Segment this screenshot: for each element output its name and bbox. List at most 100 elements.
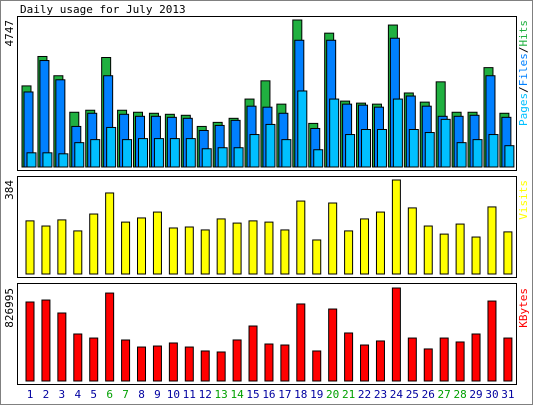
bar — [264, 343, 274, 382]
x-tick-label: 31 — [501, 388, 514, 401]
bar — [89, 337, 99, 382]
bar — [121, 339, 131, 382]
bar — [138, 138, 149, 168]
x-tick-label: 7 — [122, 388, 129, 401]
bar — [455, 223, 465, 275]
x-tick-label: 4 — [74, 388, 81, 401]
bar — [297, 90, 308, 168]
bar — [217, 147, 228, 168]
legend: KBytes — [517, 288, 530, 328]
legend: Visits — [517, 180, 530, 220]
x-tick-label: 28 — [453, 388, 466, 401]
bar — [488, 134, 499, 168]
bar — [25, 301, 35, 382]
bar — [361, 128, 372, 168]
bar — [41, 299, 51, 382]
bar — [264, 221, 274, 275]
bar — [168, 227, 178, 275]
bar — [503, 231, 513, 275]
bar — [137, 346, 147, 382]
x-tick-label: 22 — [358, 388, 371, 401]
x-tick-label: 18 — [294, 388, 307, 401]
y-tick-label: 4747 — [3, 20, 16, 47]
x-tick-label: 27 — [438, 388, 451, 401]
x-tick-label: 23 — [374, 388, 387, 401]
bar — [375, 211, 385, 275]
bar — [152, 345, 162, 382]
x-tick-label: 3 — [59, 388, 66, 401]
legend-entry: KBytes — [517, 288, 530, 328]
bar — [407, 337, 417, 382]
x-tick-label: 9 — [154, 388, 161, 401]
bar — [503, 337, 513, 382]
bar — [328, 202, 338, 275]
bar — [423, 225, 433, 275]
bar — [408, 128, 419, 168]
bar — [439, 337, 449, 382]
x-tick-label: 24 — [390, 388, 404, 401]
bar — [248, 220, 258, 275]
bar — [296, 303, 306, 382]
x-tick-label: 21 — [342, 388, 355, 401]
bar — [121, 221, 131, 275]
bar — [57, 312, 67, 382]
bar — [168, 342, 178, 382]
legend-separator: / — [517, 47, 530, 54]
bar — [201, 148, 212, 168]
bar — [216, 351, 226, 382]
bar — [90, 139, 101, 168]
bar — [152, 211, 162, 275]
bar — [360, 344, 370, 382]
x-tick-label: 1 — [27, 388, 34, 401]
bar — [200, 350, 210, 382]
bar — [376, 128, 387, 168]
x-tick-label: 6 — [106, 388, 113, 401]
bar — [153, 138, 164, 168]
bar — [26, 152, 37, 168]
bar — [456, 142, 467, 168]
bar — [423, 348, 433, 382]
bar — [281, 139, 292, 168]
bar — [360, 218, 370, 275]
bar — [424, 132, 435, 168]
legend-entry: Files — [517, 53, 530, 86]
bar — [122, 139, 133, 168]
bar — [249, 134, 260, 168]
bar — [169, 138, 180, 168]
x-tick-label: 19 — [310, 388, 323, 401]
bar — [471, 236, 481, 275]
bar — [472, 139, 483, 168]
x-tick-label: 12 — [199, 388, 212, 401]
bar — [391, 179, 401, 275]
bar — [185, 138, 196, 168]
x-tick-label: 11 — [183, 388, 196, 401]
bar — [184, 346, 194, 382]
bar — [344, 230, 354, 275]
y-tick-label: 826995 — [3, 288, 16, 328]
legend-entry: Visits — [517, 180, 530, 220]
x-tick-label: 13 — [215, 388, 228, 401]
bar — [345, 134, 356, 168]
y-tick-label: 384 — [3, 180, 16, 200]
bar — [74, 142, 85, 168]
bar — [407, 207, 417, 275]
bar — [42, 152, 53, 168]
bar — [232, 339, 242, 382]
x-tick-label: 20 — [326, 388, 339, 401]
x-tick-label: 5 — [90, 388, 97, 401]
bar — [200, 229, 210, 275]
x-tick-label: 8 — [138, 388, 145, 401]
bar — [57, 219, 67, 275]
bar — [487, 300, 497, 382]
bar — [312, 350, 322, 382]
bar — [296, 200, 306, 275]
bar — [106, 126, 117, 168]
bar — [137, 217, 147, 275]
bar — [265, 123, 276, 168]
chart-title: Daily usage for July 2013 — [20, 3, 186, 16]
bar — [39, 60, 50, 168]
x-tick-label: 30 — [485, 388, 498, 401]
x-tick-label: 2 — [43, 388, 50, 401]
bar — [471, 333, 481, 382]
bar — [280, 344, 290, 382]
